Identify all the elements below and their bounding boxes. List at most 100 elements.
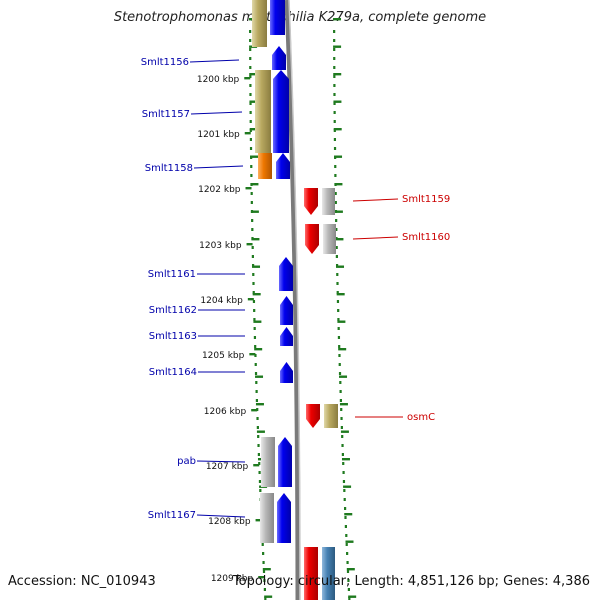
- right-ruler-dot: [341, 444, 344, 447]
- gray-gene[interactable]: [260, 493, 274, 543]
- olive-gene[interactable]: [324, 404, 338, 428]
- left-gene-label[interactable]: Smlt1167: [148, 510, 196, 521]
- blue-gene[interactable]: [278, 437, 292, 487]
- genome-stats-text: Topology: circular; Length: 4,851,126 bp…: [232, 574, 590, 589]
- blue-gene[interactable]: [276, 153, 290, 179]
- right-ruler-dot: [336, 291, 339, 294]
- left-gene-label[interactable]: Smlt1161: [148, 269, 196, 280]
- left-ruler-dot: [255, 399, 259, 402]
- right-ruler-dot: [334, 192, 337, 195]
- blue-gene[interactable]: [280, 327, 293, 346]
- blue-gene[interactable]: [273, 70, 289, 153]
- left-ruler-dot: [253, 309, 256, 312]
- left-ruler-dot: [249, 57, 252, 60]
- left-ruler-tick: [264, 595, 273, 598]
- right-gene-label[interactable]: Smlt1160: [402, 232, 450, 243]
- chromosome-backbone-highlight: [288, 0, 301, 600]
- blue-gene[interactable]: [272, 46, 286, 70]
- right-ruler-dot: [333, 102, 336, 105]
- right-ruler-tick: [333, 45, 342, 48]
- right-gene-label[interactable]: Smlt1159: [402, 194, 450, 205]
- right-ruler-dot: [338, 345, 341, 348]
- right-ruler-tick: [344, 513, 353, 516]
- right-ruler-dot: [333, 39, 336, 42]
- left-ruler-dot: [258, 471, 261, 474]
- gray-gene[interactable]: [322, 188, 335, 215]
- left-gene-label[interactable]: Smlt1162: [149, 305, 197, 316]
- blue-gene[interactable]: [280, 362, 293, 383]
- kbp-label: 1202 kbp: [198, 185, 241, 195]
- blue-gene[interactable]: [270, 0, 285, 35]
- right-ruler-tick: [333, 18, 342, 21]
- left-ruler-tick: [255, 403, 264, 406]
- right-ruler-dot: [333, 93, 336, 96]
- right-ruler-dot: [333, 111, 336, 114]
- olive-gene[interactable]: [252, 0, 267, 47]
- kbp-label: 1203 kbp: [199, 241, 242, 251]
- blue-gene[interactable]: [277, 493, 291, 543]
- blue-gene[interactable]: [280, 296, 293, 325]
- red-gene[interactable]: [304, 547, 318, 600]
- kbp-tick: [255, 519, 262, 522]
- left-ruler-tick: [252, 293, 261, 296]
- right-ruler-tick: [346, 568, 355, 571]
- right-ruler-dot: [336, 300, 340, 303]
- left-ruler-tick: [249, 100, 258, 103]
- left-ruler-dot: [251, 255, 254, 258]
- right-ruler-dot: [343, 507, 347, 510]
- left-ruler-dot: [262, 552, 265, 555]
- right-ruler-tick: [333, 100, 342, 103]
- right-ruler-dot: [336, 273, 339, 276]
- right-ruler-dot: [337, 318, 340, 321]
- gray-gene[interactable]: [261, 437, 275, 487]
- left-ruler-dot: [249, 84, 252, 87]
- right-ruler-tick: [336, 265, 345, 268]
- left-gene-label[interactable]: pab: [177, 456, 196, 467]
- left-ruler-dot: [252, 282, 255, 285]
- left-ruler-dot: [252, 300, 256, 303]
- right-ruler-tick: [333, 73, 342, 76]
- olive-gene[interactable]: [255, 70, 271, 153]
- right-gene-label[interactable]: osmC: [407, 412, 435, 423]
- left-ruler-tick: [250, 183, 259, 186]
- left-ruler-dot: [250, 174, 253, 177]
- right-ruler-dot: [339, 399, 343, 402]
- left-ruler-dot: [263, 588, 266, 591]
- red-gene[interactable]: [306, 404, 320, 428]
- gray-gene[interactable]: [323, 224, 336, 254]
- right-ruler-tick: [337, 320, 346, 323]
- left-ruler-tick: [252, 265, 261, 268]
- right-ruler-dot: [343, 489, 346, 492]
- blue-gene[interactable]: [279, 257, 293, 291]
- steel-gene[interactable]: [322, 547, 335, 600]
- left-ruler-dot: [249, 138, 253, 141]
- left-ruler-dot: [254, 354, 257, 357]
- left-ruler-tick: [253, 320, 262, 323]
- right-ruler-dot: [348, 597, 351, 600]
- right-ruler-tick: [336, 293, 345, 296]
- kbp-label: 1204 kbp: [200, 296, 243, 306]
- chromosome-backbone: [284, 0, 301, 600]
- left-ruler-dot: [256, 408, 259, 411]
- left-label-leader: [196, 460, 246, 463]
- left-gene-label[interactable]: Smlt1163: [149, 331, 197, 342]
- right-ruler-dot: [335, 219, 338, 222]
- right-ruler-tick: [345, 540, 354, 543]
- red-gene[interactable]: [304, 188, 318, 215]
- left-ruler-dot: [249, 93, 252, 96]
- left-gene-label[interactable]: Smlt1158: [145, 163, 193, 174]
- left-gene-label[interactable]: Smlt1164: [149, 367, 197, 378]
- left-ruler-dot: [256, 426, 259, 429]
- right-ruler-dot: [335, 246, 338, 249]
- right-ruler-dot: [334, 165, 337, 168]
- orange-gene[interactable]: [258, 153, 272, 179]
- left-gene-label[interactable]: Smlt1156: [141, 57, 189, 68]
- left-ruler-dot: [259, 489, 262, 492]
- red-gene[interactable]: [305, 224, 319, 254]
- left-gene-label[interactable]: Smlt1157: [142, 109, 190, 120]
- kbp-tick: [251, 409, 258, 412]
- right-ruler-dot: [346, 561, 349, 564]
- right-ruler-dot: [335, 228, 338, 231]
- right-ruler-tick: [334, 155, 343, 158]
- right-ruler-dot: [333, 120, 336, 123]
